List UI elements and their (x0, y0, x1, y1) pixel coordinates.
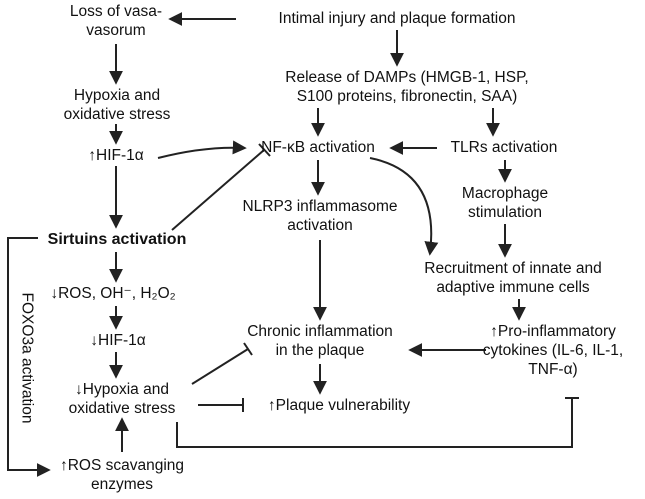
inhibit-bottom-cytokines (176, 399, 573, 448)
inhibit-hypoxia-chronic (191, 348, 249, 385)
node-loss-vasa: Loss of vasa-vasorum (69, 3, 163, 39)
node-ros-scavenging: ↑ROS scavanging enzymes (59, 457, 185, 493)
node-nfkb-activation: NF-κB activation (261, 139, 375, 156)
node-sirtuins: Sirtuins activation (47, 231, 187, 248)
node-recruitment: Recruitment of innate and adaptive immune… (424, 260, 602, 296)
inhibit-hypoxia-chronic-bar (243, 342, 253, 356)
node-cytokines: ↑Pro-inflammatory cytokines (IL-6, IL-1, T… (482, 323, 624, 378)
node-hypoxia-down: ↓Hypoxia and oxidative stress (68, 381, 176, 417)
node-plaque-vulnerability: ↑Plaque vulnerability (267, 397, 411, 414)
node-hif-down: ↓HIF-1α (90, 332, 146, 349)
node-hypoxia-top: Hypoxia and oxidative stress (63, 87, 171, 123)
arrow-nfkb-to-recruitment (369, 157, 439, 256)
node-hif-up: ↑HIF-1α (88, 147, 144, 164)
node-nlrp3: NLRP3 inflammasome activation (242, 198, 398, 234)
node-macrophage: Macrophage stimulation (461, 185, 549, 221)
inhibit-sirtuins-nfkb-bar (258, 143, 271, 157)
foxo3a-label: FOXO3a activation (18, 292, 36, 424)
node-tlrs-activation: TLRs activation (450, 139, 558, 156)
inhibit-sirtuins-nfkb (171, 149, 265, 231)
node-release-damps: Release of DAMPs (HMGB-1, HSP, S100 prote… (285, 69, 529, 105)
arrow-foxo3a-to-ros (7, 237, 51, 477)
arrow-hif-to-nfkb (157, 140, 247, 159)
node-intimal-injury: Intimal injury and plaque formation (278, 10, 516, 27)
node-ros-down: ↓ROS, OH⁻, H₂O₂ (50, 285, 176, 302)
node-chronic-inflammation: Chronic inflammation in the plaque (247, 323, 393, 359)
